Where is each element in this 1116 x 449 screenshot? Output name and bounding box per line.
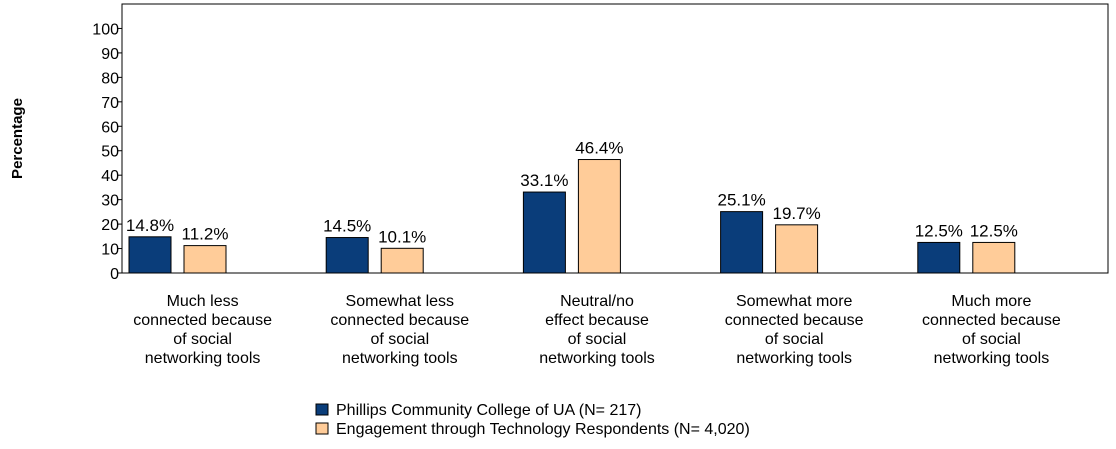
category-label-line: Neutral/no [560,293,634,310]
bar-series-1-category-1 [380,247,424,274]
data-label: 10.1% [378,227,426,246]
bar-series-1-category-0 [183,245,227,274]
category-label-line: networking tools [736,350,852,367]
category-label-line: Somewhat less [346,293,455,310]
category-label-line: networking tools [342,350,458,367]
category-label-line: networking tools [539,350,655,367]
bar-series-0-category-0 [128,236,172,274]
bar-series-0-category-1 [325,237,369,274]
category-label-line: Much more [951,293,1031,310]
data-label-layer: 14.8% 11.2% 14.5% 10.1% 33.1% 46.4% 25.1% 19.7%… [126,139,1018,247]
legend: Phillips Community College of UA (N= 217… [315,402,750,438]
legend-label: Phillips Community College of UA (N= 217… [336,402,641,419]
category-label-line: of social [173,331,232,348]
data-label: 12.5% [970,221,1018,240]
category-label-line: of social [370,331,429,348]
legend-swatch-series-1 [315,422,329,435]
y-tick-label: 100 [92,21,119,38]
category-label-line: Much less [167,293,239,310]
y-axis-title: Percentage [9,98,26,179]
category-label-line: connected because [330,312,469,329]
data-label: 25.1% [717,191,765,210]
data-label: 19.7% [772,204,820,223]
category-label-line: of social [962,331,1021,348]
data-label: 33.1% [520,171,568,190]
bar-series-1-category-2 [577,159,621,274]
category-label-line: Somewhat more [736,293,853,310]
bar-series-1-category-4 [972,241,1016,274]
y-tick-label: 40 [101,168,119,185]
y-tick-label: 80 [101,70,119,87]
y-tick-label: 20 [101,217,119,234]
bar-series-0-category-3 [720,211,764,274]
y-tick-label: 50 [101,144,119,161]
category-label-line: networking tools [934,350,1050,367]
data-label: 12.5% [915,221,963,240]
y-tick-label: 70 [101,95,119,112]
data-label: 14.8% [126,216,174,235]
legend-swatch-series-0 [315,403,329,416]
category-label-line: networking tools [145,350,261,367]
y-tick-label: 60 [101,119,119,136]
category-label-line: of social [765,331,824,348]
category-label-layer: Much less connected because of social netwo… [133,293,1061,367]
category-label-line: connected because [133,312,272,329]
data-label: 14.5% [323,217,371,236]
category-label-line: effect because [545,312,649,329]
data-label: 11.2% [182,225,229,244]
legend-label: Engagement through Technology Respondent… [336,421,750,438]
bar-layer [128,159,1016,274]
category-label-line: connected because [725,312,864,329]
bar-series-0-category-4 [917,241,961,274]
bar-series-0-category-2 [522,191,566,274]
bar-series-1-category-3 [775,224,819,274]
data-label: 46.4% [575,139,623,158]
y-tick-label: 0 [110,266,119,283]
y-tick-label: 10 [101,242,119,259]
category-label-line: of social [568,331,627,348]
y-tick-label: 30 [101,193,119,210]
y-tick-label: 90 [101,46,119,63]
category-label-line: connected because [922,312,1061,329]
